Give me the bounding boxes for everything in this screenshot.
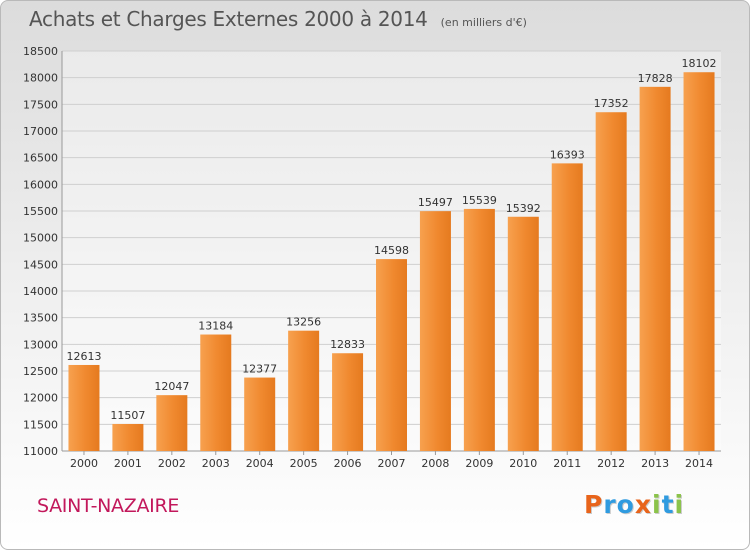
x-tick-label: 2014 [685, 457, 713, 470]
logo-letter: x [634, 490, 652, 519]
x-tick-label: 2007 [378, 457, 406, 470]
logo-letter: r [603, 490, 617, 519]
logo-letter: i [652, 490, 662, 519]
bar [244, 377, 276, 451]
bar-value-label: 15392 [506, 202, 541, 215]
bar [683, 72, 715, 451]
x-tick-label: 2004 [246, 457, 274, 470]
x-tick-label: 2003 [202, 457, 230, 470]
x-tick-label: 2001 [114, 457, 142, 470]
bar-value-label: 11507 [110, 409, 145, 422]
bar [376, 259, 407, 451]
bar [551, 163, 583, 451]
y-tick-label: 18000 [23, 72, 58, 85]
x-tick-label: 2011 [553, 457, 581, 470]
x-tick-label: 2002 [158, 457, 186, 470]
y-tick-label: 15500 [23, 205, 58, 218]
bar [639, 86, 671, 451]
bar-value-label: 15539 [462, 194, 497, 207]
x-tick-label: 2000 [70, 457, 98, 470]
y-tick-label: 14000 [23, 285, 58, 298]
bar-value-label: 13184 [198, 320, 233, 333]
logo-letter: P [584, 490, 604, 519]
chart-title-row: Achats et Charges Externes 2000 à 2014 (… [29, 7, 527, 31]
bar [288, 330, 320, 451]
x-tick-label: 2013 [641, 457, 669, 470]
bar [419, 211, 451, 451]
x-tick-label: 2009 [465, 457, 493, 470]
y-tick-label: 12000 [23, 392, 58, 405]
y-tick-label: 16000 [23, 178, 58, 191]
y-tick-label: 16500 [23, 152, 58, 165]
y-tick-label: 15000 [23, 232, 58, 245]
x-tick-label: 2008 [421, 457, 449, 470]
bar-value-label: 12047 [154, 380, 189, 393]
x-tick-label: 2010 [509, 457, 537, 470]
y-tick-label: 13500 [23, 312, 58, 325]
bar [200, 334, 232, 451]
bar-value-label: 12377 [242, 363, 277, 376]
bar-value-label: 12833 [330, 338, 365, 351]
y-tick-label: 11500 [23, 418, 58, 431]
bar [332, 353, 364, 451]
bar-value-label: 13256 [286, 316, 321, 329]
bar [463, 208, 495, 451]
y-tick-label: 18500 [23, 45, 58, 58]
bar-value-label: 16393 [550, 148, 585, 161]
chart-title: Achats et Charges Externes 2000 à 2014 [29, 7, 428, 31]
town-name: SAINT-NAZAIRE [37, 495, 180, 517]
bar [112, 423, 144, 451]
bar-value-label: 15497 [418, 196, 453, 209]
y-tick-label: 12500 [23, 365, 58, 378]
bar-value-label: 17352 [594, 97, 629, 110]
y-tick-label: 17500 [23, 98, 58, 111]
x-tick-label: 2005 [290, 457, 318, 470]
x-tick-label: 2006 [334, 457, 362, 470]
bar [595, 112, 627, 451]
bar-value-label: 14598 [374, 244, 409, 257]
bar-value-label: 17828 [638, 72, 673, 85]
bar [507, 216, 539, 451]
y-tick-label: 17000 [23, 125, 58, 138]
chart-subtitle: (en milliers d'€) [440, 16, 527, 29]
x-tick-label: 2012 [597, 457, 625, 470]
logo-letter: t [661, 490, 675, 519]
bar-value-label: 18102 [682, 57, 717, 70]
y-tick-label: 11000 [23, 445, 58, 458]
y-tick-label: 13000 [23, 338, 58, 351]
y-tick-label: 14500 [23, 258, 58, 271]
proxiti-logo: Proxiti [584, 490, 684, 519]
logo-letter: o [616, 490, 635, 519]
logo-letter: i [674, 490, 685, 519]
bar [68, 364, 100, 451]
bar [156, 395, 188, 451]
bar-value-label: 12613 [66, 350, 101, 363]
